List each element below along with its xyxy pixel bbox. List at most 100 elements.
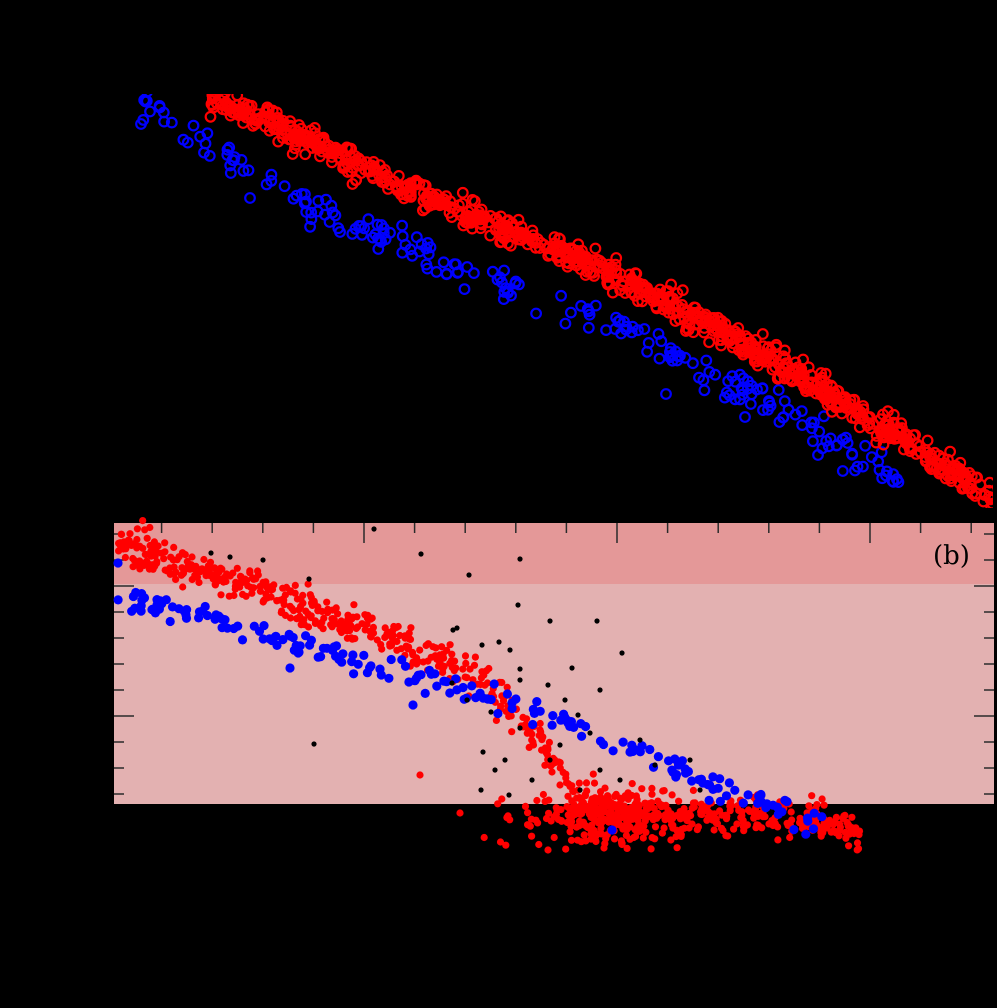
data-point [632, 832, 640, 841]
data-point [806, 422, 818, 435]
data-point [582, 321, 595, 334]
data-point [560, 712, 570, 723]
data-point [562, 774, 570, 782]
data-point [276, 596, 284, 604]
data-point [601, 784, 609, 792]
data-point [616, 279, 629, 292]
data-point [687, 776, 697, 786]
data-point [539, 790, 548, 799]
data-point [167, 553, 175, 561]
data-point [900, 437, 913, 450]
data-point [519, 713, 527, 722]
data-point [876, 472, 889, 485]
data-point [320, 193, 332, 206]
data-point [440, 267, 453, 280]
data-point [204, 110, 217, 123]
data-point [754, 791, 764, 801]
data-point [319, 625, 327, 633]
data-point [278, 635, 288, 645]
data-point [673, 844, 681, 852]
data-point [286, 148, 299, 160]
data-point [580, 831, 588, 839]
data-point [597, 796, 605, 804]
data-point [427, 194, 440, 207]
data-point [826, 381, 839, 393]
data-point [734, 368, 746, 381]
data-point [647, 845, 655, 853]
data-point [259, 106, 272, 119]
data-point [697, 787, 703, 793]
data-point [619, 650, 625, 656]
data-point [231, 585, 239, 593]
data-point [597, 687, 603, 693]
data-point [761, 803, 771, 813]
data-point [887, 408, 900, 421]
data-point [362, 668, 372, 678]
data-point [584, 266, 597, 279]
data-point [492, 716, 500, 725]
data-point [348, 650, 358, 660]
data-point [221, 148, 234, 161]
data-point [836, 820, 844, 828]
data-point [719, 317, 732, 330]
data-point [372, 232, 385, 245]
data-point [339, 153, 352, 166]
panel-b: (b) [113, 517, 994, 854]
data-point [710, 826, 718, 834]
data-point [474, 222, 487, 235]
data-point [697, 810, 705, 818]
data-point [340, 141, 353, 154]
data-point [547, 618, 553, 624]
data-point [870, 430, 883, 442]
data-point [658, 829, 667, 837]
data-point [667, 836, 675, 844]
data-point [420, 688, 430, 699]
data-point [626, 320, 639, 333]
data-point [750, 810, 759, 819]
data-point [708, 772, 718, 782]
data-point [742, 336, 755, 349]
data-point [437, 256, 450, 269]
data-point [578, 801, 586, 809]
data-point [446, 641, 454, 649]
data-point [115, 539, 123, 547]
data-point [733, 820, 741, 828]
data-point [260, 596, 268, 604]
data-point [371, 526, 377, 532]
data-point [533, 796, 541, 805]
data-point [683, 817, 691, 825]
data-point [708, 312, 720, 324]
data-point [524, 821, 532, 829]
data-point [461, 673, 469, 681]
data-point [220, 615, 230, 625]
data-point [129, 554, 137, 563]
data-point [983, 476, 993, 489]
data-point [638, 323, 651, 335]
data-point [533, 242, 546, 254]
data-point [508, 728, 516, 736]
data-point [855, 828, 863, 836]
data-point [772, 384, 785, 396]
data-point [654, 797, 662, 805]
data-point [570, 801, 578, 809]
data-point [623, 825, 632, 833]
data-point [459, 665, 467, 673]
data-point [921, 434, 934, 447]
data-point [488, 709, 494, 715]
data-point [141, 94, 153, 98]
data-point [535, 840, 543, 849]
data-point [468, 267, 480, 280]
data-point [337, 657, 347, 667]
data-point [424, 657, 432, 665]
data-point [623, 844, 631, 853]
data-point [832, 828, 840, 836]
data-point [421, 236, 434, 249]
data-point [458, 283, 471, 296]
data-point [658, 299, 671, 312]
data-point [436, 660, 444, 668]
data-point [427, 190, 440, 203]
data-point [715, 339, 727, 352]
data-point [841, 828, 850, 837]
data-point [316, 652, 326, 662]
data-point [821, 398, 834, 411]
